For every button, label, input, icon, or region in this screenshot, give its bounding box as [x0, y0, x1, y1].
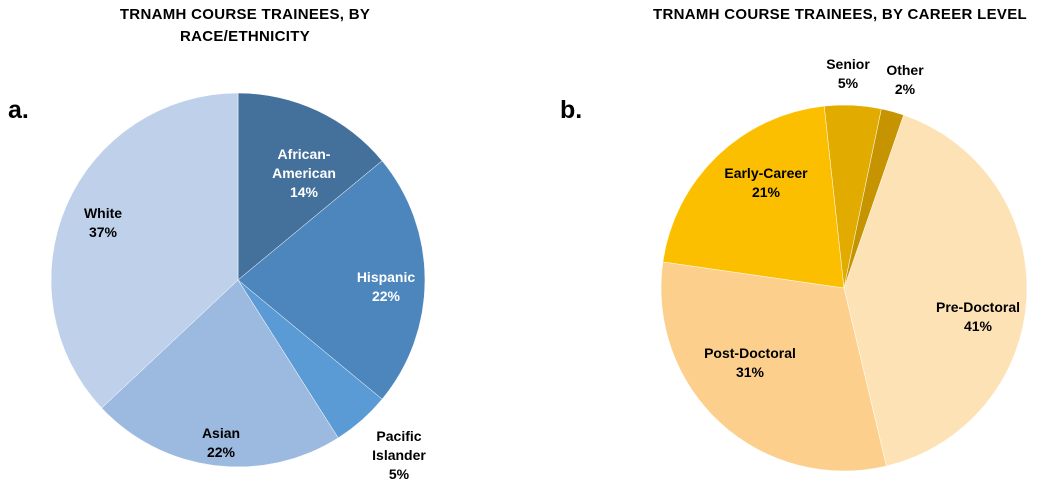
slice-name: Early-Career	[724, 165, 808, 181]
slice-label-other: Other 2%	[886, 62, 924, 97]
chart-panel-career-level: TRNAMH COURSE TRAINEES, BY CAREER LEVEL …	[530, 0, 1050, 495]
slice-name: Post-Doctoral	[704, 345, 796, 361]
slice-name: American	[272, 165, 336, 181]
slice-label-asian: Asian 22%	[202, 425, 240, 460]
pie-slice-african-american	[237, 92, 383, 281]
slice-name: African-	[278, 146, 331, 162]
slice-percent: 5%	[838, 75, 859, 91]
chart-title-a-line-1: TRNAMH COURSE TRAINEES, BY	[119, 6, 371, 23]
slice-percent: 5%	[389, 466, 410, 482]
slice-percent: 37%	[89, 224, 118, 240]
slice-name: Asian	[202, 425, 240, 441]
pie-chart-race-ethnicity: African- American 14% Hispanic 22% Pacific Isl…	[50, 92, 426, 482]
slice-percent: 22%	[372, 288, 401, 304]
slice-label-pacific-islander: Pacific Islander 5%	[372, 428, 426, 482]
pie-slice-asian	[101, 279, 339, 468]
slice-label-african-american: African- American 14%	[272, 146, 336, 200]
slice-label-senior: Senior 5%	[826, 56, 870, 91]
panel-label-b: b.	[560, 96, 583, 124]
slice-label-hispanic: Hispanic 22%	[357, 269, 416, 304]
slice-percent: 2%	[895, 81, 916, 97]
chart-panel-race-ethnicity: TRNAMH COURSE TRAINEES, BY RACE/ETHNICIT…	[0, 0, 490, 495]
pie-slice-early-career	[662, 105, 845, 289]
slice-name: Hispanic	[357, 269, 416, 285]
slice-percent: 14%	[290, 184, 319, 200]
slice-name: Pre-Doctoral	[936, 299, 1020, 315]
slice-label-post-doctoral: Post-Doctoral 31%	[704, 345, 796, 380]
slice-percent: 22%	[207, 444, 236, 460]
slice-name: Senior	[826, 56, 870, 72]
pie-slice-pre-doctoral	[843, 114, 1028, 467]
pie-chart-career-level: Pre-Doctoral 41% Post-Doctoral 31% Early-Car…	[660, 56, 1028, 472]
slice-label-pre-doctoral: Pre-Doctoral 41%	[936, 299, 1020, 334]
slice-percent: 31%	[736, 364, 765, 380]
slice-name: White	[84, 205, 122, 221]
slice-percent: 41%	[964, 318, 993, 334]
chart-title-a-line-2: RACE/ETHNICITY	[179, 28, 311, 45]
chart-title-b-line-1: TRNAMH COURSE TRAINEES, BY CAREER LEVEL	[653, 6, 1027, 23]
slice-percent: 21%	[752, 184, 781, 200]
pie-slice-hispanic	[237, 160, 426, 400]
chart-title-a: TRNAMH COURSE TRAINEES, BY RACE/ETHNICIT…	[60, 4, 430, 48]
slice-label-white: White 37%	[84, 205, 122, 240]
slice-name: Islander	[372, 447, 426, 463]
pie-slice-post-doctoral	[660, 261, 887, 472]
slice-name: Other	[886, 62, 924, 78]
chart-title-b: TRNAMH COURSE TRAINEES, BY CAREER LEVEL	[625, 4, 1050, 26]
panel-label-a: a.	[8, 96, 29, 124]
pie-slice-other	[843, 108, 904, 289]
slice-name: Pacific	[376, 428, 421, 444]
pie-slice-white	[50, 92, 239, 409]
slice-label-early-career: Early-Career 21%	[724, 165, 808, 200]
